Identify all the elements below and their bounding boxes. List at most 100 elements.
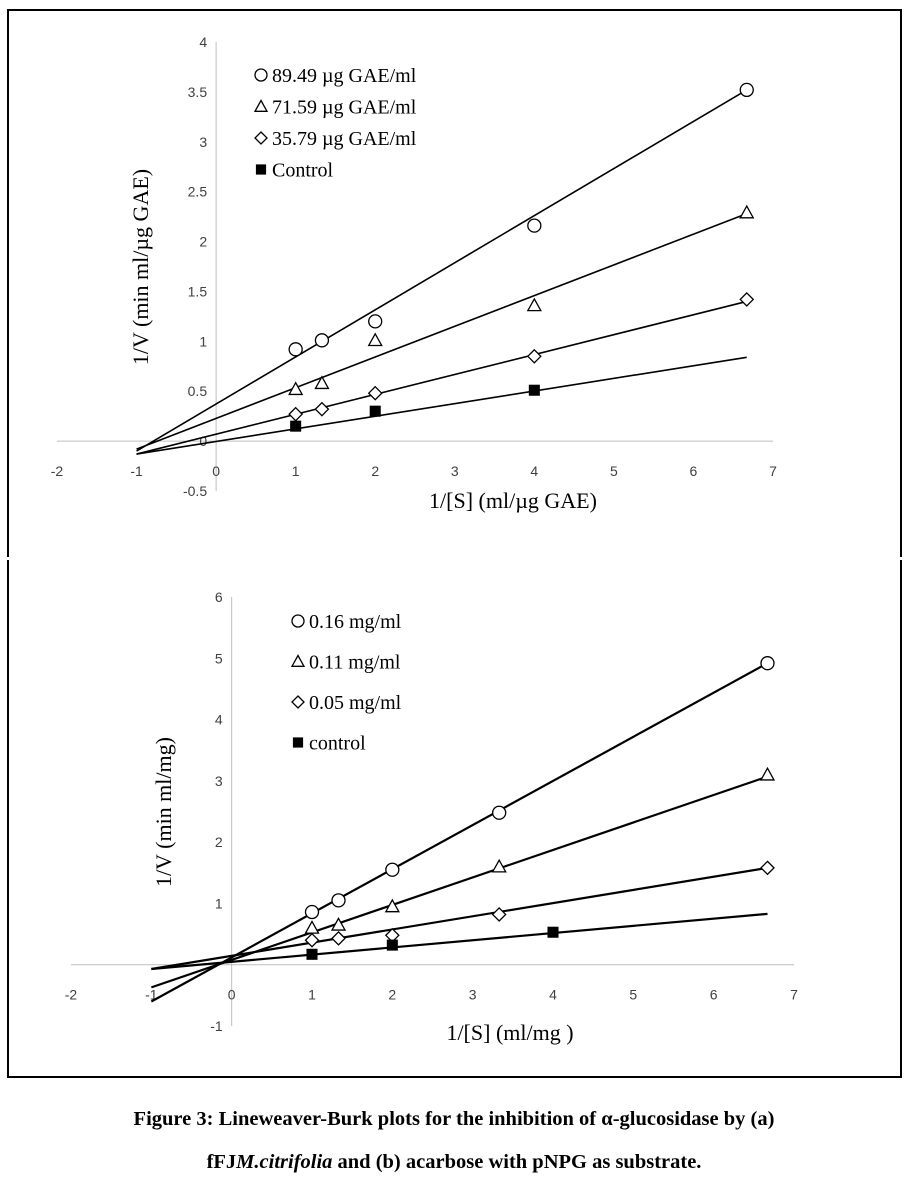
x-tick-label: 7 — [790, 987, 798, 1003]
data-point — [314, 375, 330, 390]
data-point — [739, 82, 754, 98]
x-tick-label: 1 — [292, 463, 300, 479]
y-tick-label: 5 — [215, 650, 223, 666]
x-tick-label: 2 — [371, 463, 379, 479]
y-tick-label: -1 — [210, 1018, 223, 1034]
legend-label: 71.59 µg GAE/ml — [272, 97, 417, 119]
data-point — [547, 926, 559, 938]
data-point — [528, 384, 540, 396]
y-tick-label: 6 — [215, 589, 223, 605]
data-point — [526, 348, 542, 364]
data-point — [385, 862, 400, 877]
data-point — [526, 297, 542, 312]
y-tick-label: 2 — [199, 234, 207, 250]
trendline — [150, 662, 769, 1003]
caption-species-name: M.citrifolia — [236, 1151, 333, 1173]
lineweaver-burk-plot-a: -2 -1 0 1 2 3 4 5 6 7 -0.5 0 0.5 1 1.5 2 2.5 3 3.5 4 1/[S] (… — [51, 34, 777, 513]
data-point — [306, 948, 318, 960]
series-control — [151, 912, 768, 971]
trendline — [136, 300, 747, 455]
y-tick-label: 1 — [215, 895, 223, 911]
x-tick-label: 4 — [530, 463, 538, 479]
data-point — [760, 860, 775, 876]
legend-marker — [254, 68, 268, 82]
y-tick-label: 1 — [199, 333, 207, 349]
data-point — [304, 904, 320, 920]
legend-label: 0.16 mg/ml — [309, 611, 402, 633]
data-point — [367, 385, 383, 401]
x-tick-label: 6 — [690, 463, 698, 479]
x-tick-label: 0 — [212, 463, 220, 479]
data-point — [386, 939, 398, 951]
series-89-49-g-gae-ml — [136, 82, 754, 452]
data-point — [739, 292, 755, 307]
x-tick-label: 3 — [451, 463, 459, 479]
y-axis-title: 1/V (min ml/mg) — [151, 737, 176, 887]
x-tick-label: 6 — [710, 987, 718, 1003]
legend-label: control — [309, 733, 366, 755]
legend-marker — [290, 654, 306, 667]
x-tick-label: -2 — [65, 987, 78, 1003]
data-point — [288, 406, 304, 422]
legend: 89.49 µg GAE/ml 71.59 µg GAE/ml 35.79 µg G… — [253, 65, 417, 182]
data-point — [304, 932, 320, 948]
axes: -2 -1 0 1 2 3 4 5 6 7 -0.5 0 0.5 1 1.5 2 2.5 3 3.5 4 1/[S] (… — [51, 34, 777, 513]
legend-marker — [253, 99, 269, 112]
series-0-16-mg-ml — [150, 656, 775, 1003]
data-point — [290, 420, 302, 432]
legend-label: 0.05 mg/ml — [309, 692, 402, 714]
x-axis-title: 1/[S] (ml/µg GAE) — [429, 488, 597, 513]
caption-line-2-prefix: fFJ — [206, 1151, 237, 1173]
series-35-79-g-gae-ml — [136, 292, 755, 455]
trendline — [151, 866, 768, 971]
y-tick-label: 0 — [199, 433, 207, 449]
data-point — [314, 401, 330, 417]
data-point — [491, 858, 507, 873]
y-tick-label: 1.5 — [188, 283, 208, 299]
figure-caption: Figure 3: Lineweaver-Burk plots for the … — [0, 1098, 908, 1184]
data-point — [304, 920, 320, 934]
data-point — [330, 917, 347, 931]
legend-label: Control — [272, 160, 334, 182]
y-axis-title: 1/V (min ml/µg GAE) — [128, 169, 153, 365]
caption-line-2-suffix: and (b) acarbose with pNPG as substrate. — [332, 1151, 702, 1173]
x-tick-label: 2 — [388, 987, 396, 1003]
trendline — [136, 356, 747, 455]
data-point — [759, 766, 776, 781]
data-point — [368, 314, 383, 329]
y-tick-label: 4 — [199, 34, 207, 50]
y-tick-label: -0.5 — [183, 483, 207, 499]
data-point — [739, 204, 755, 219]
data-point — [384, 898, 400, 913]
trendline — [136, 212, 748, 450]
x-tick-label: 5 — [629, 987, 637, 1003]
series-0-05-mg-ml — [151, 860, 775, 971]
y-tick-label: 3 — [215, 773, 223, 789]
x-tick-label: -2 — [51, 463, 64, 479]
x-tick-label: -1 — [130, 463, 143, 479]
legend-marker — [291, 614, 305, 628]
x-tick-label: 4 — [549, 987, 557, 1003]
x-tick-label: 1 — [308, 987, 316, 1003]
legend-label: 89.49 µg GAE/ml — [272, 65, 417, 87]
data-point — [527, 218, 542, 233]
y-tick-label: 2 — [215, 834, 223, 850]
data-point — [288, 381, 304, 396]
y-tick-label: 2.5 — [188, 184, 208, 200]
legend-marker — [291, 695, 305, 709]
legend-label: 35.79 µg GAE/ml — [272, 128, 417, 150]
series-control — [136, 356, 747, 455]
data-point — [331, 893, 346, 908]
data-point — [760, 656, 775, 671]
series-71-59-g-gae-ml — [136, 204, 755, 450]
y-tick-label: 3.5 — [188, 84, 208, 100]
x-tick-label: 5 — [610, 463, 618, 479]
legend-marker — [292, 737, 304, 748]
y-tick-label: 0.5 — [188, 383, 208, 399]
legend-label: 0.11 mg/ml — [309, 652, 401, 674]
caption-line-1: Figure 3: Lineweaver-Burk plots for the … — [133, 1108, 775, 1130]
x-tick-label: 7 — [769, 463, 777, 479]
data-point — [491, 907, 507, 922]
